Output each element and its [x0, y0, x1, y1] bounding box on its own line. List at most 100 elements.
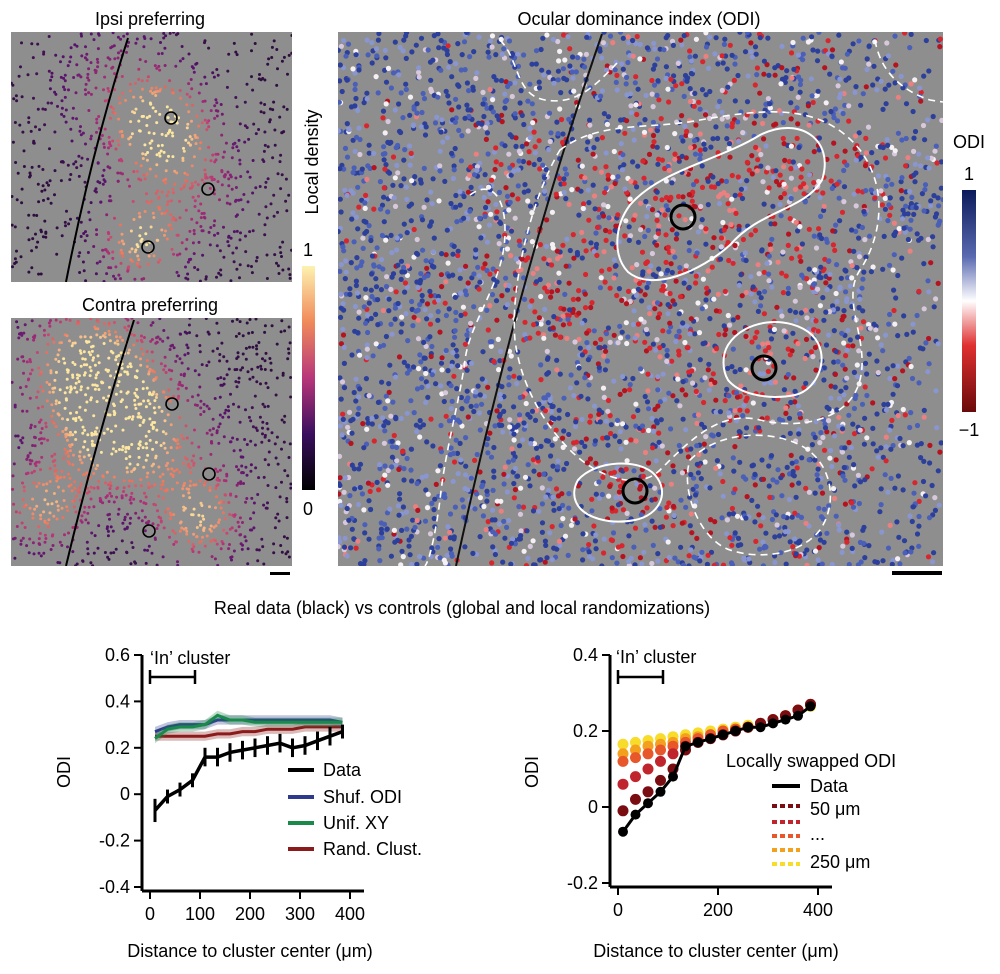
cell-dot: [26, 73, 30, 77]
cell-dot: [188, 143, 192, 147]
cell-dot: [389, 250, 395, 256]
cell-dot: [57, 485, 60, 489]
cell-dot: [195, 403, 199, 407]
cell-dot: [465, 280, 471, 286]
cell-dot: [507, 165, 513, 171]
cell-dot: [185, 179, 189, 183]
cell-dot: [646, 427, 652, 434]
cell-dot: [353, 214, 359, 220]
cell-dot: [521, 189, 527, 195]
cell-dot: [210, 441, 214, 445]
cell-dot: [205, 121, 209, 125]
cell-dot: [66, 163, 70, 167]
cell-dot: [107, 500, 111, 503]
cell-dot: [162, 36, 166, 40]
cell-dot: [285, 209, 289, 213]
cell-dot: [508, 561, 514, 566]
cell-dot: [442, 494, 448, 501]
cell-dot: [154, 86, 158, 90]
cell-dot: [89, 61, 93, 65]
cell-dot: [42, 328, 46, 332]
cell-dot: [234, 198, 238, 202]
cell-dot: [265, 216, 269, 220]
cell-dot: [78, 129, 82, 133]
cell-dot: [126, 269, 130, 273]
cell-dot: [155, 163, 159, 167]
cell-dot: [95, 333, 99, 337]
cell-dot: [266, 177, 270, 181]
cell-dot: [683, 132, 689, 138]
cell-dot: [97, 361, 101, 365]
cell-dot: [241, 521, 244, 524]
cell-dot: [127, 137, 131, 141]
cell-dot: [105, 398, 108, 402]
cell-dot: [261, 545, 265, 549]
cell-dot: [164, 371, 168, 374]
cell-dot: [657, 506, 663, 512]
cell-dot: [95, 130, 98, 134]
cell-dot: [453, 204, 459, 210]
cell-dot: [143, 37, 147, 40]
ipsi-boundary-line: [65, 37, 129, 282]
cell-dot: [528, 441, 534, 447]
cell-dot: [166, 336, 170, 340]
cell-dot: [476, 224, 482, 230]
cell-dot: [61, 430, 65, 433]
cell-dot: [146, 399, 150, 403]
cell-dot: [498, 78, 505, 84]
cell-dot: [812, 344, 819, 351]
cell-dot: [73, 386, 77, 390]
cell-dot: [217, 441, 221, 445]
cell-dot: [542, 285, 548, 291]
cell-dot: [758, 523, 764, 529]
cell-dot: [497, 403, 503, 409]
cell-dot: [724, 66, 730, 72]
cell-dot: [833, 290, 839, 297]
cell-dot: [655, 558, 661, 564]
cell-dot: [216, 231, 220, 235]
cell-dot: [903, 135, 909, 142]
cell-dot: [222, 355, 226, 359]
cell-dot: [778, 550, 784, 556]
cell-dot: [47, 183, 50, 187]
cell-dot: [832, 106, 839, 112]
cell-dot: [932, 495, 938, 501]
cell-dot: [264, 351, 268, 355]
cell-dot: [473, 251, 479, 257]
cell-dot: [787, 308, 793, 314]
cell-dot: [199, 406, 203, 410]
cell-dot: [248, 318, 252, 321]
cell-dot: [127, 324, 131, 328]
cell-dot: [423, 379, 429, 385]
cell-dot: [449, 74, 455, 80]
cell-dot: [586, 217, 592, 223]
cell-dot: [216, 377, 220, 381]
cell-dot: [743, 476, 749, 482]
cell-dot: [254, 259, 258, 263]
cell-dot: [729, 196, 735, 202]
cell-dot: [704, 285, 710, 291]
cell-dot: [842, 102, 848, 108]
cell-dot: [424, 439, 430, 445]
cell-dot: [742, 250, 748, 256]
cell-dot: [892, 80, 898, 86]
cell-dot: [401, 264, 407, 271]
cell-dot: [27, 238, 31, 242]
cell-dot: [392, 39, 398, 45]
cell-dot: [239, 198, 243, 202]
cell-dot: [200, 121, 204, 125]
cell-dot: [564, 312, 570, 318]
cell-dot: [472, 393, 478, 399]
cell-dot: [68, 318, 72, 322]
cell-dot: [718, 191, 724, 197]
cell-dot: [427, 288, 433, 294]
cell-dot: [491, 468, 497, 474]
cell-dot: [672, 156, 678, 162]
cell-dot: [649, 518, 655, 524]
cell-dot: [182, 527, 186, 531]
cell-dot: [527, 135, 533, 141]
cell-dot: [676, 442, 682, 449]
cell-dot: [935, 280, 941, 286]
cell-dot: [887, 375, 893, 382]
cell-dot: [404, 272, 410, 278]
